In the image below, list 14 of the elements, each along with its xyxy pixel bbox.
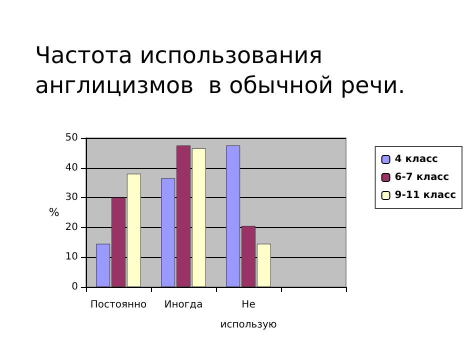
y-tick-label: 20 xyxy=(65,222,78,233)
y-tick-label: 40 xyxy=(65,162,78,174)
x-tick-label: Иногда xyxy=(164,300,203,310)
y-tick-label: 30 xyxy=(65,192,78,204)
x-tick-label: Не использую xyxy=(220,300,277,330)
y-tick-label: 50 xyxy=(65,132,78,144)
legend-label: 9-11 класс xyxy=(394,190,456,201)
chart-title: Частота использования англицизмов в обычной речи. xyxy=(35,43,406,99)
y-tick-label: 10 xyxy=(65,252,78,263)
y-tick-label: 0 xyxy=(72,282,78,292)
legend-label: 4 класс xyxy=(394,154,438,165)
y-axis-title: % xyxy=(48,206,60,219)
x-tick-label: Постоянно xyxy=(90,300,147,310)
legend-label: 6-7 класс xyxy=(394,172,450,183)
